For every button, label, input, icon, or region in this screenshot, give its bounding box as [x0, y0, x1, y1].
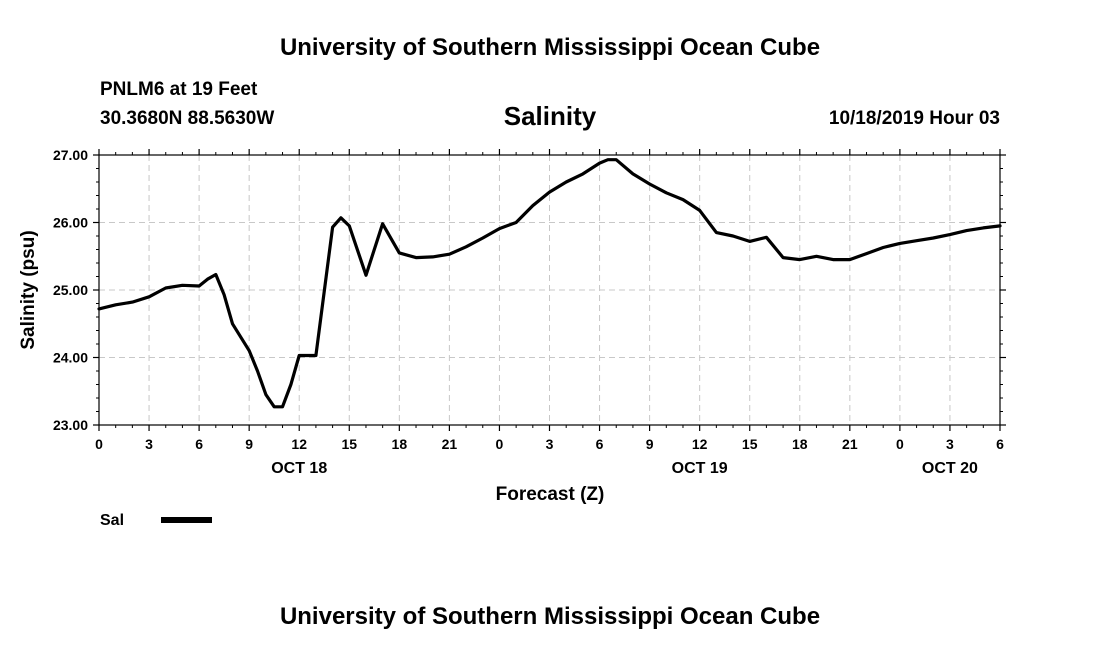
x-tick-label: 0	[496, 436, 504, 452]
station-name: PNLM6 at 19 Feet	[100, 79, 258, 100]
x-tick-label: 0	[896, 436, 904, 452]
y-tick-label: 25.00	[53, 282, 88, 298]
x-tick-label: 12	[692, 436, 708, 452]
axis-ticks: 0 3 6 9 12 15 18 21 0 3 6 9 12 15 18 21 0 3 6 23.00 24.00 25.…	[53, 147, 1006, 477]
x-tick-label: 18	[792, 436, 808, 452]
x-tick-label: 6	[596, 436, 604, 452]
x-tick-label: 15	[341, 436, 357, 452]
x-tick-label: 6	[195, 436, 203, 452]
series-line-sal	[97, 158, 1002, 409]
title-bottom: University of Southern Mississippi Ocean…	[280, 603, 820, 630]
x-tick-label: 3	[546, 436, 554, 452]
date-label: OCT 18	[271, 460, 327, 477]
chart-title: Salinity	[504, 101, 597, 131]
x-axis-label: Forecast (Z)	[496, 484, 605, 505]
legend-label: Sal	[100, 512, 124, 529]
y-axis-label: Salinity (psu)	[18, 230, 39, 349]
y-tick-label: 26.00	[53, 215, 88, 231]
station-coords: 30.3680N 88.5630W	[100, 108, 274, 129]
y-tick-label: 23.00	[53, 417, 88, 433]
grid	[99, 155, 1000, 425]
title-top: University of Southern Mississippi Ocean…	[280, 34, 820, 61]
x-tick-label: 0	[95, 436, 103, 452]
x-tick-label: 6	[996, 436, 1004, 452]
x-tick-label: 3	[946, 436, 954, 452]
x-tick-label: 18	[392, 436, 408, 452]
date-label: OCT 20	[922, 460, 978, 477]
x-tick-label: 12	[291, 436, 307, 452]
x-tick-label: 15	[742, 436, 758, 452]
legend-swatch	[161, 517, 212, 523]
x-tick-label: 21	[442, 436, 458, 452]
y-tick-label: 27.00	[53, 147, 88, 163]
forecast-datetime: 10/18/2019 Hour 03	[829, 108, 1000, 129]
y-tick-label: 24.00	[53, 350, 88, 366]
date-label: OCT 19	[672, 460, 728, 477]
x-tick-label: 3	[145, 436, 153, 452]
series-layer	[97, 158, 1002, 409]
x-tick-label: 9	[245, 436, 253, 452]
x-tick-label: 9	[646, 436, 654, 452]
x-tick-label: 21	[842, 436, 858, 452]
